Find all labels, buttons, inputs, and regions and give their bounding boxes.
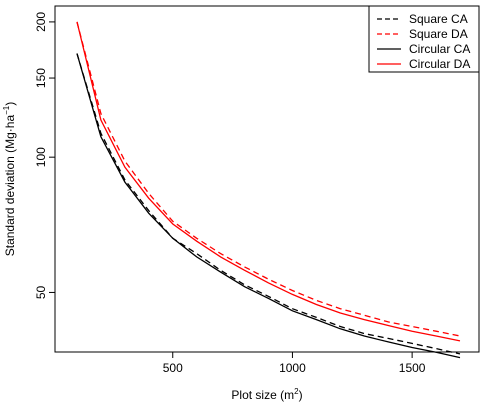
legend-label-circular-da: Circular DA — [409, 57, 470, 71]
x-tick-label: 1000 — [279, 361, 306, 375]
series-line-circular-da — [76, 21, 461, 342]
x-tick-label: 1500 — [399, 361, 426, 375]
legend-label-square-da: Square DA — [409, 27, 468, 41]
y-tick-label: 150 — [34, 68, 48, 88]
series-line-square-da — [76, 21, 461, 337]
series-layer — [76, 21, 461, 359]
y-axis: 50 100 150 200 — [34, 12, 55, 299]
y-tick-label: 200 — [34, 12, 48, 32]
series-line-square-ca — [76, 53, 461, 355]
y-tick-label: 50 — [34, 285, 48, 299]
y-axis-label: Standard deviation (Mg·ha−1) — [2, 102, 17, 257]
x-axis-label: Plot size (m2) — [231, 387, 302, 402]
x-tick-label: 500 — [163, 361, 183, 375]
x-axis: 500 1000 1500 — [163, 352, 426, 375]
legend-label-circular-ca: Circular CA — [409, 42, 470, 56]
legend-box — [368, 5, 480, 73]
y-tick-label: 100 — [34, 147, 48, 167]
legend-label-square-ca: Square CA — [409, 12, 468, 26]
plot-area — [54, 5, 480, 353]
series-line-circular-ca — [76, 53, 461, 359]
